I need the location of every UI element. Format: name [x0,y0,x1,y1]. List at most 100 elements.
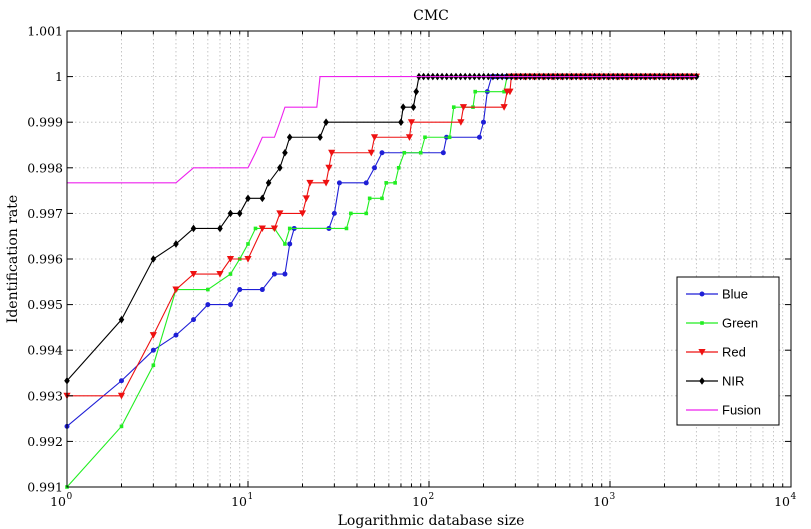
data-point [227,302,233,308]
y-tick-label: 0.993 [27,388,63,403]
data-point [402,150,407,155]
data-point [244,256,252,263]
data-point [118,315,125,324]
data-point [226,256,235,263]
data-point [506,88,514,96]
data-point [476,134,482,140]
data-point [271,271,277,277]
x-tick-label: 10 3 [593,492,615,509]
y-tick-label: 0.991 [27,480,63,495]
data-point [236,209,243,218]
data-point [205,302,211,308]
data-point [237,287,243,293]
data-point [190,224,197,233]
y-tick-label: 0.996 [27,252,63,267]
data-point [217,224,223,233]
data-point [149,332,157,339]
data-point [344,226,349,231]
data-point [400,103,406,111]
data-point [440,150,446,156]
data-point [259,194,266,203]
x-axis-label: Logarithmic database size [338,513,525,529]
data-point [287,226,292,231]
data-point [172,286,180,294]
x-tick-label-base: 10 [231,494,247,509]
data-point [393,181,397,185]
data-point [349,211,353,216]
data-point [150,347,156,353]
x-tick-label-exponent: 3 [610,492,616,502]
legend-label-red: Red [722,345,746,360]
data-point [325,164,333,172]
series-line-fusion [67,76,697,184]
data-point [206,287,210,292]
data-point [698,349,706,356]
legend-label-nir: NIR [722,374,744,389]
y-axis-label: Identification rate [5,195,21,323]
data-point [246,242,250,246]
data-point [306,179,314,187]
y-tick-label: 0.992 [27,434,63,449]
data-point [331,210,337,216]
data-point [413,87,420,96]
data-point [370,134,379,141]
data-point [410,103,417,111]
data-point [407,119,416,126]
legend-item-fusion: Fusion [686,403,761,418]
data-point [287,241,293,247]
data-point [379,150,385,156]
data-point [265,179,272,187]
data-point [228,272,233,276]
data-point [227,209,234,218]
data-point [286,133,293,142]
legend-item-green: Green [686,316,758,331]
x-tick-label-exponent: 4 [791,492,797,502]
legend-label-blue: Blue [722,287,748,302]
y-tick-label: 0.995 [27,297,63,312]
data-point [119,424,124,429]
data-point [500,104,508,111]
data-point [282,271,288,277]
data-point [364,211,369,216]
data-point [216,271,224,278]
data-point [447,135,452,140]
chart-title: CMC [413,8,449,24]
data-point [457,119,465,126]
data-point [328,149,336,157]
data-point [245,194,251,203]
data-point [283,242,287,246]
data-point [253,226,258,231]
legend-label-green: Green [722,316,758,331]
legend-box [676,276,780,426]
x-tick-label-base: 10 [50,494,66,509]
y-tick-label: 0.998 [27,160,63,175]
y-tick-label: 0.994 [27,343,63,358]
data-point [259,287,265,293]
data-point [367,196,372,201]
data-point [191,317,197,323]
legend-label-fusion: Fusion [722,403,761,418]
data-point [396,166,401,170]
data-point [323,118,329,126]
x-tick-label-base: 10 [412,494,428,509]
data-point [398,118,404,126]
data-point [418,150,423,155]
grid [67,31,791,487]
x-tick-label: 10 2 [412,492,434,509]
data-point [173,240,179,248]
data-point [405,134,414,141]
data-point [117,392,126,400]
data-point [302,195,310,202]
data-point [380,196,384,201]
legend-entries: Blue Green Red NIR Fusion [686,287,761,418]
x-tick-label-exponent: 2 [429,492,435,502]
x-tick-label-exponent: 1 [248,492,254,502]
series-line-green [66,76,697,488]
y-tick-label: 1.001 [27,24,63,39]
data-point [423,135,427,140]
data-point [276,210,284,217]
y-tick-label: 0.999 [27,115,63,130]
data-point [322,179,330,187]
x-tick-label: 10 1 [231,492,253,509]
